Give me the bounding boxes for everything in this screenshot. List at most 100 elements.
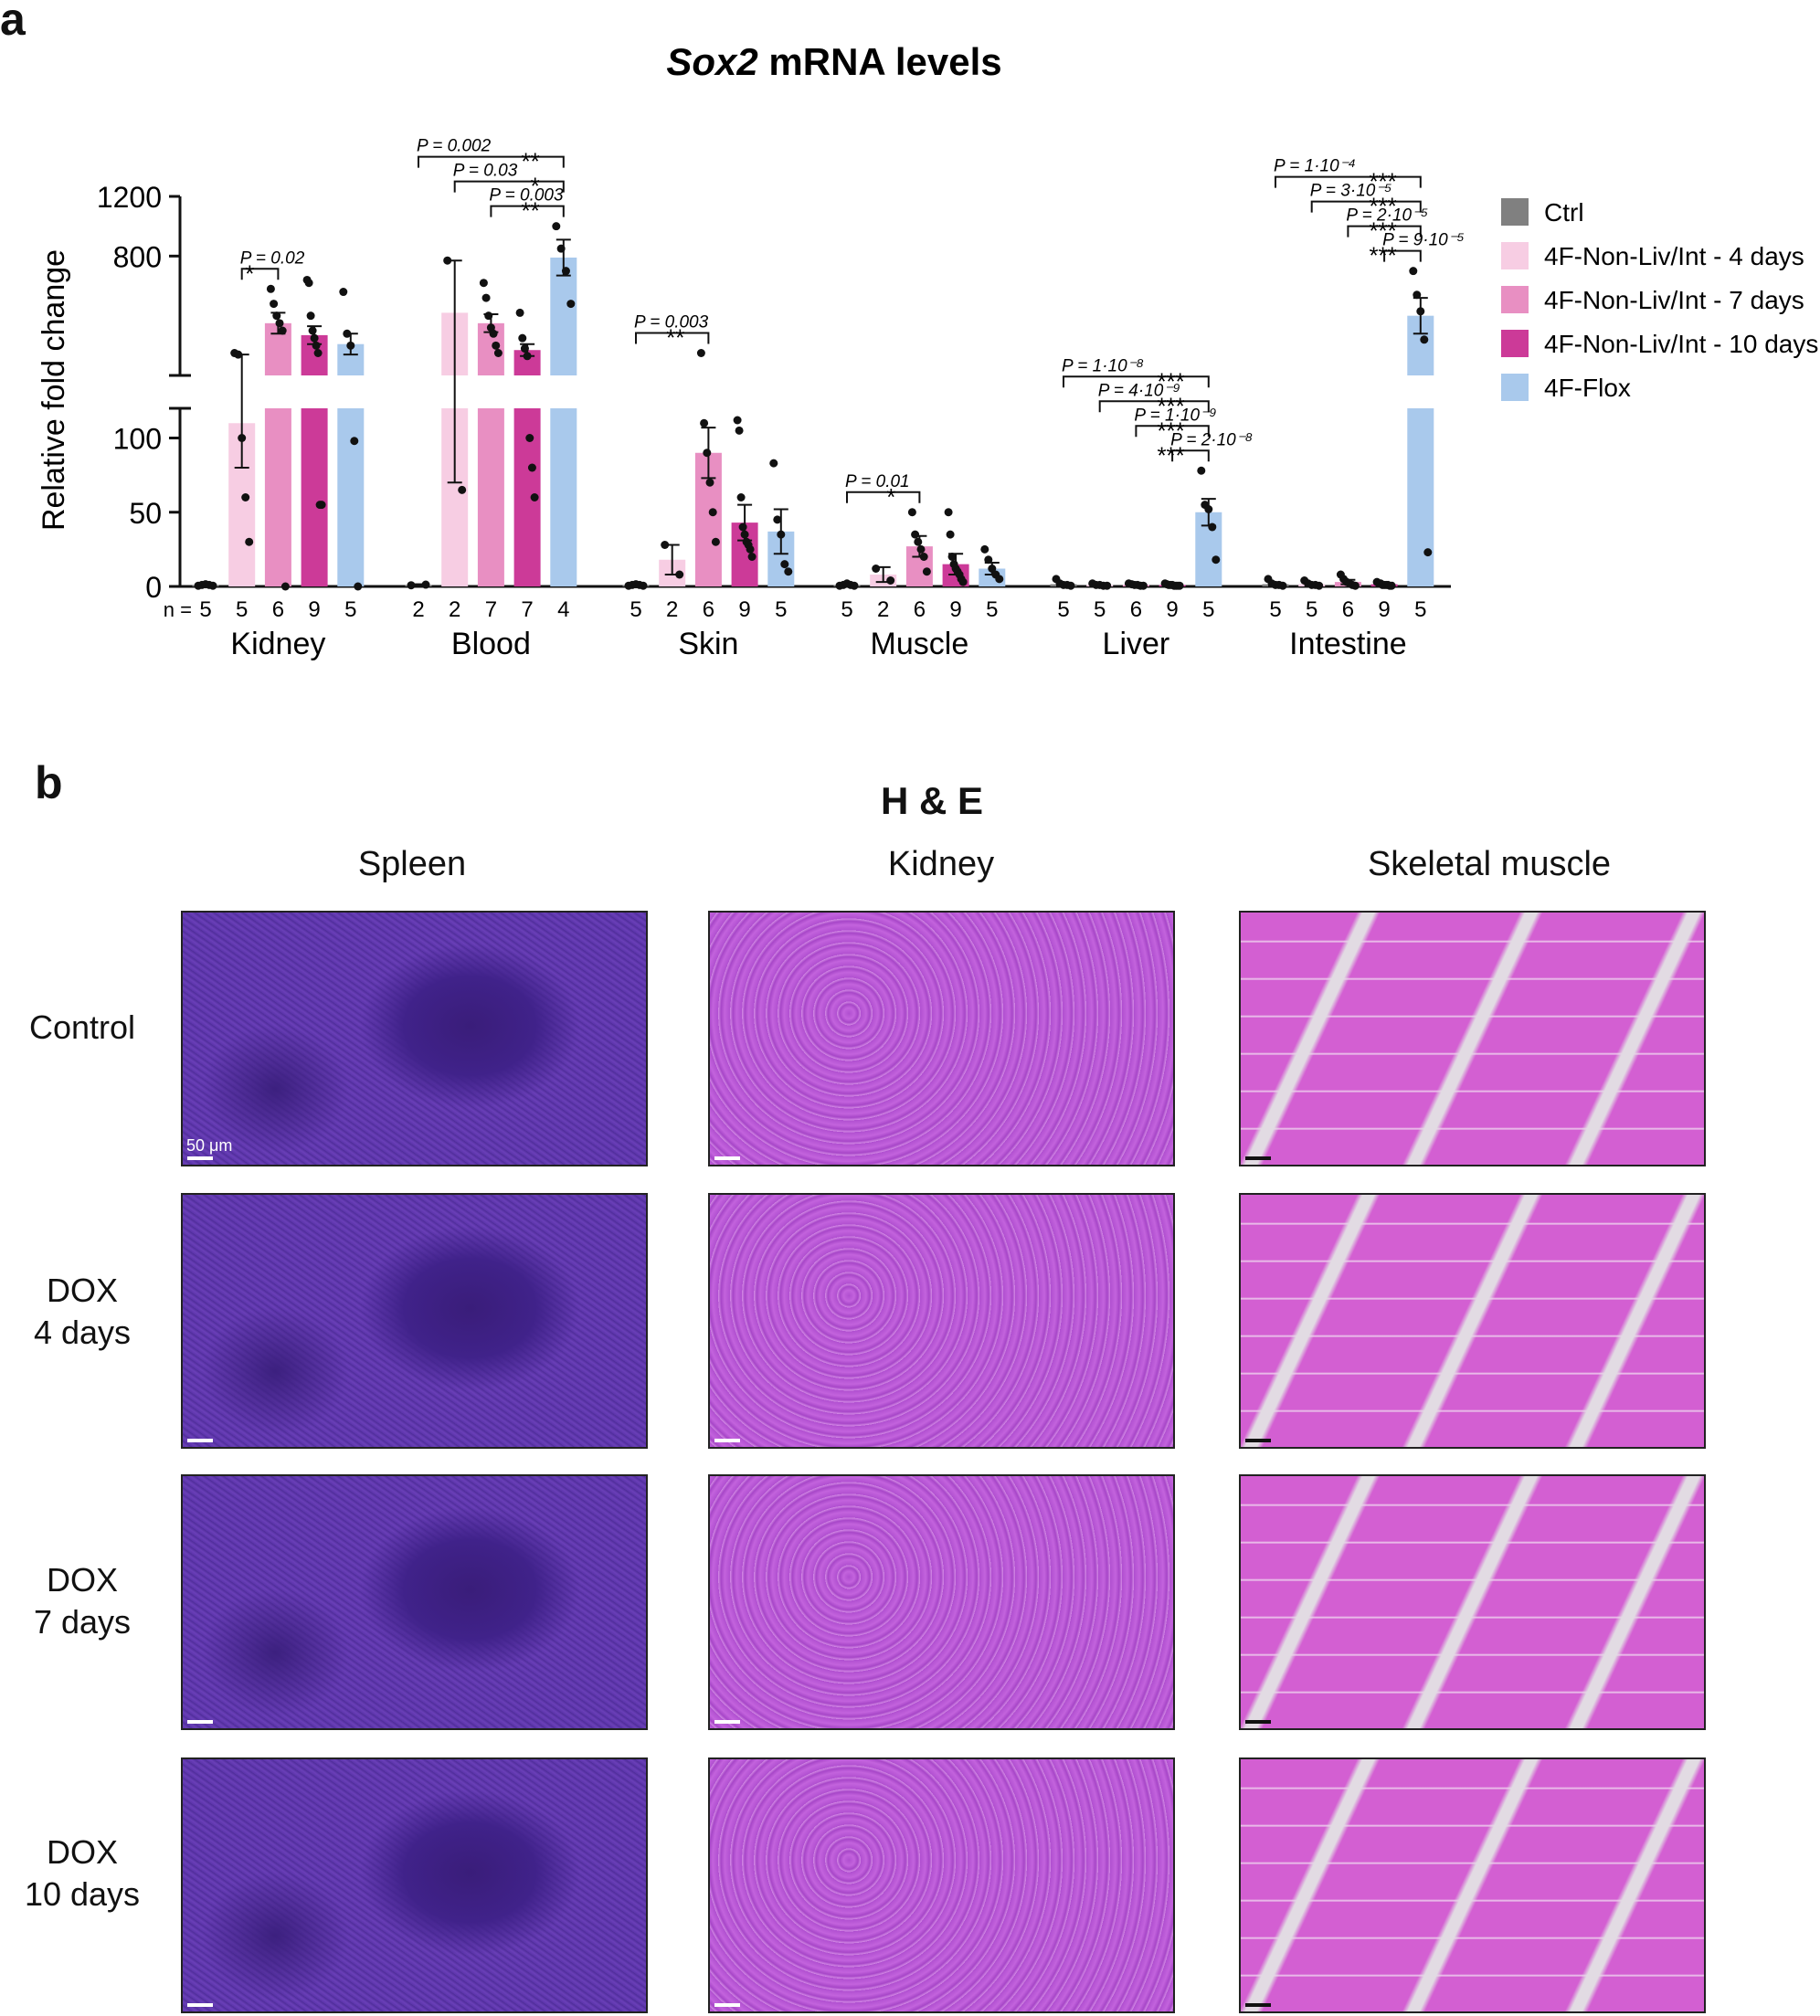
data-point — [703, 449, 712, 458]
bar — [550, 408, 577, 586]
n-label: 7 — [521, 597, 533, 622]
data-point — [343, 329, 352, 338]
data-point — [1175, 581, 1184, 590]
data-point — [234, 350, 243, 359]
n-label: 5 — [199, 597, 211, 622]
data-point — [492, 341, 501, 350]
legend-label: Ctrl — [1544, 198, 1584, 227]
n-label: 5 — [775, 597, 787, 622]
data-point — [872, 565, 881, 573]
scale-bar — [187, 1156, 213, 1160]
tissue-label: Intestine — [1289, 627, 1407, 661]
data-point — [208, 581, 217, 590]
data-point — [922, 567, 931, 576]
data-point — [780, 560, 789, 569]
data-point — [272, 311, 281, 321]
data-point — [339, 288, 348, 297]
column-label-kidney: Kidney — [887, 845, 995, 883]
data-point — [907, 508, 916, 517]
p-value-label: P = 1·10⁻⁴ — [1274, 157, 1356, 176]
row-label-control: Control — [28, 1008, 136, 1046]
significance-bracket — [490, 205, 565, 217]
data-point — [1409, 267, 1418, 276]
data-point — [711, 537, 720, 546]
n-label: 9 — [1166, 597, 1178, 622]
legend-label: 4F-Flox — [1544, 374, 1631, 402]
n-label: 5 — [344, 597, 356, 622]
tissue-label: Kidney — [230, 627, 325, 661]
sox2-bar-chart: Sox2 mRNA levels Relative fold change 0 5… — [37, 40, 1818, 661]
data-point — [850, 581, 859, 590]
significance-stars: * — [531, 173, 540, 200]
data-point — [1197, 466, 1206, 475]
data-point — [696, 349, 705, 357]
data-point — [312, 341, 321, 350]
data-point — [561, 267, 570, 276]
bar — [550, 257, 577, 375]
legend-label: 4F-Non-Liv/Int - 10 days — [1544, 330, 1818, 358]
data-point — [1278, 581, 1287, 590]
significance-bracket — [240, 268, 280, 280]
p-value-label: P = 4·10⁻⁹ — [1098, 381, 1180, 400]
data-point — [639, 581, 648, 590]
significance-bracket — [1383, 249, 1422, 262]
significance-bracket — [1347, 225, 1422, 237]
data-point — [947, 553, 957, 561]
n-label: 7 — [485, 597, 497, 622]
significance-bracket — [1063, 375, 1210, 388]
data-point — [746, 544, 755, 554]
n-label: 5 — [1269, 597, 1281, 622]
scale-bar — [187, 1439, 213, 1442]
data-point — [675, 570, 684, 579]
n-prefix-label: n = — [164, 598, 192, 621]
data-point — [520, 344, 529, 354]
n-label: 9 — [949, 597, 961, 622]
n-label: 2 — [877, 597, 889, 622]
bar — [301, 408, 328, 586]
p-value-label: P = 0.03 — [453, 162, 518, 181]
data-point — [556, 244, 566, 253]
significance-bracket — [846, 491, 921, 503]
significance-stars: *** — [1369, 168, 1396, 195]
significance-stars: * — [245, 259, 254, 287]
data-point — [738, 522, 747, 532]
significance-stars: *** — [1157, 441, 1184, 469]
data-point — [350, 437, 359, 446]
data-point — [911, 530, 920, 539]
n-label: 5 — [841, 597, 852, 622]
scale-bar — [1245, 2003, 1271, 2007]
data-point — [308, 326, 317, 335]
data-point — [1208, 522, 1217, 532]
column-label-skeletal-muscle: Skeletal muscle — [1367, 845, 1612, 883]
data-point — [306, 311, 315, 321]
data-point — [530, 493, 539, 501]
data-point — [458, 485, 467, 494]
p-value-label: P = 3·10⁻⁵ — [1310, 182, 1392, 201]
significance-stars: ** — [522, 148, 540, 175]
bar — [337, 408, 365, 586]
data-point — [354, 582, 363, 591]
n-label: 2 — [666, 597, 678, 622]
tissue-label: Blood — [451, 627, 531, 661]
data-point — [346, 341, 355, 350]
data-point — [270, 300, 279, 309]
significance-stars: * — [886, 483, 895, 511]
micrograph-muscle-dox-10-days — [1239, 1757, 1706, 2013]
y-axis-label: Relative fold change — [37, 249, 71, 531]
n-label: 4 — [557, 597, 569, 622]
n-label: 5 — [1202, 597, 1214, 622]
data-point — [313, 349, 323, 357]
significance-bracket — [1310, 200, 1422, 213]
significance-bracket — [635, 332, 710, 344]
data-point — [661, 541, 670, 549]
n-label: 5 — [1414, 597, 1426, 622]
data-point — [310, 333, 319, 343]
data-point — [1103, 581, 1112, 590]
p-value-label: P = 1·10⁻⁹ — [1134, 406, 1216, 425]
row-label-dox-4-days: DOX 4 days — [33, 1272, 132, 1351]
micrograph-spleen-dox-4-days — [181, 1193, 648, 1449]
data-point — [275, 319, 284, 328]
data-point — [980, 544, 989, 554]
data-point — [1350, 581, 1360, 590]
significance-bracket — [453, 180, 565, 193]
